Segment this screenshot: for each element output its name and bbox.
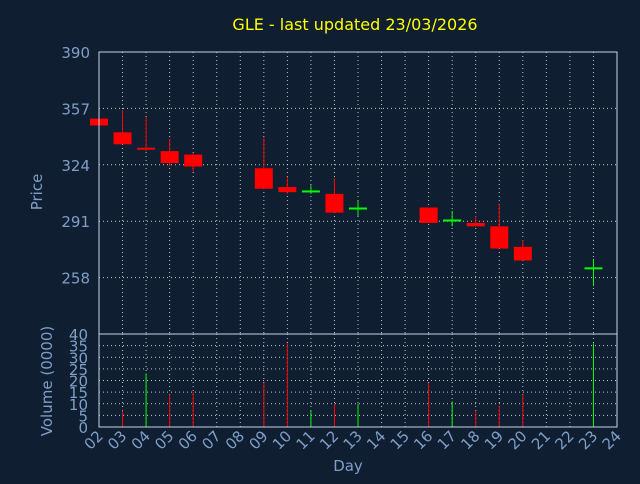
x-tick-label: 15 [387,427,413,453]
x-tick-label: 23 [575,427,601,453]
volume-plot-frame [98,333,618,428]
x-tick-label: 14 [363,427,389,453]
volume-tick-label: 20 [69,373,88,391]
x-tick-label: 06 [175,427,201,453]
candle-body [443,219,462,222]
x-tick-label: 18 [457,427,483,453]
volume-tick-label: 10 [69,396,88,414]
volume-axis-label: Volume (0000) [38,326,56,436]
chart-title: GLE - last updated 23/03/2026 [232,15,477,34]
x-axis-label: Day [333,457,363,475]
price-tick-label: 357 [61,100,90,118]
candle-body [490,226,509,249]
candle-body [184,154,203,167]
x-tick-label: 22 [552,427,578,453]
candle-body [301,190,320,193]
volume-tick-label: 0 [78,419,88,437]
candle-body [137,147,156,150]
x-tick-label: 12 [316,427,342,453]
x-tick-label: 13 [340,427,366,453]
candle-body [325,193,344,213]
x-tick-label: 09 [245,427,271,453]
x-tick-label: 10 [269,427,295,453]
candle-body [584,267,603,270]
x-tick-label: 17 [434,427,460,453]
candle-body [419,207,438,223]
price-tick-label: 390 [61,44,90,62]
x-tick-label: 03 [104,427,130,453]
x-tick-label: 24 [599,427,625,453]
x-tick-label: 19 [481,427,507,453]
volume-tick-label: 25 [69,361,88,379]
volume-tick-label: 40 [69,326,88,344]
price-tick-label: 324 [61,157,90,175]
price-plot-frame [98,51,618,335]
volume-tick-label: 35 [69,338,88,356]
volume-tick-label: 5 [78,407,88,425]
chart-marks [90,110,603,427]
x-tick-label: 11 [293,427,319,453]
volume-tick-label: 15 [69,384,88,402]
x-tick-label: 07 [198,427,224,453]
price-tick-label: 258 [61,270,90,288]
candle-body [466,222,485,227]
candle-body [160,151,179,164]
price-tick-label: 291 [61,213,90,231]
grid-lines [98,51,618,428]
tick-labels: 2582913243573900510152025303540020304050… [61,44,624,453]
x-tick-label: 08 [222,427,248,453]
x-tick-label: 21 [528,427,554,453]
candle-body [278,187,297,193]
candle-body [513,246,532,261]
x-tick-label: 04 [128,427,154,453]
plot-frames [98,51,618,428]
candle-body [349,207,367,210]
x-tick-label: 20 [504,427,530,453]
volume-tick-label: 30 [69,349,88,367]
price-axis-label: Price [28,174,46,211]
x-tick-label: 05 [151,427,177,453]
candle-body [254,168,273,189]
candle-body [113,132,132,145]
x-tick-label: 16 [410,427,436,453]
